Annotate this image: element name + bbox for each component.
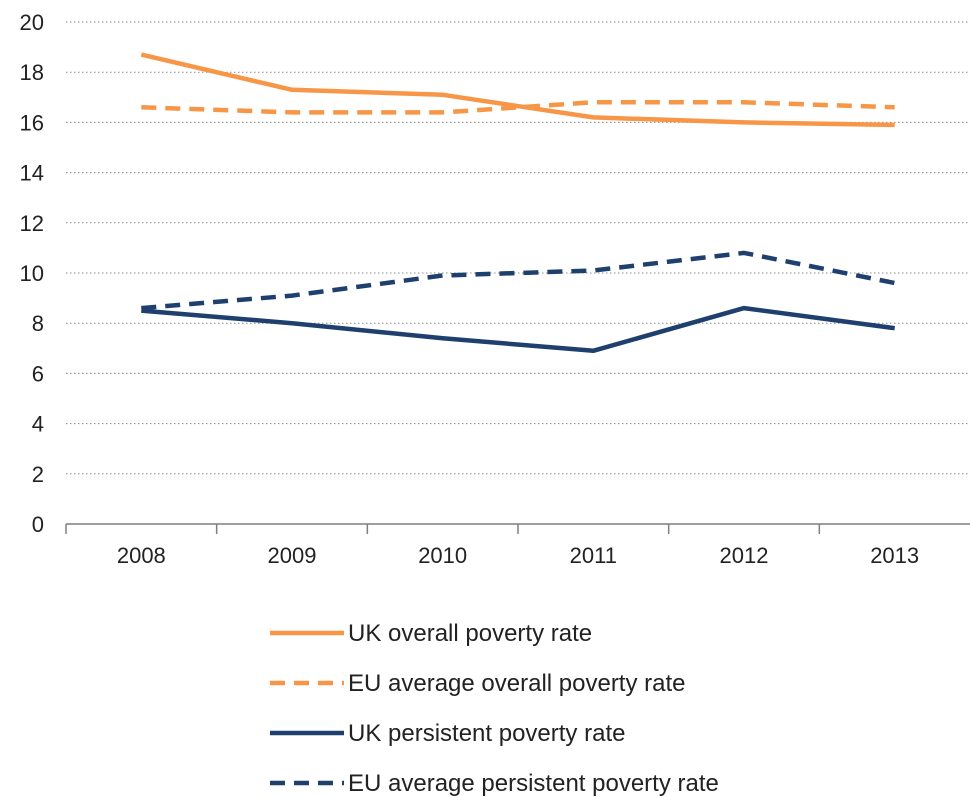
y-tick-label: 14 — [20, 161, 44, 186]
y-tick-label: 16 — [20, 110, 44, 135]
series-layer — [140, 52, 896, 354]
legend-label: UK overall poverty rate — [348, 620, 592, 647]
y-tick-label: 0 — [32, 512, 44, 537]
y-tick-label: 10 — [20, 261, 44, 286]
series-line-3 — [141, 305, 895, 354]
legend-label: EU average persistent poverty rate — [348, 770, 719, 797]
y-tick-label: 20 — [20, 10, 44, 35]
x-tick-label: 2011 — [570, 543, 617, 568]
y-tick-label: 2 — [32, 462, 44, 487]
axis-layer — [65, 523, 970, 534]
legend: UK overall poverty rate EU average overal… — [270, 620, 719, 797]
y-tick-label: 18 — [20, 60, 44, 85]
y-tick-label: 12 — [20, 211, 44, 236]
y-tick-label: 6 — [32, 361, 44, 386]
x-tick-label: 2010 — [418, 543, 467, 568]
series-line-4 — [141, 250, 896, 311]
legend-label: EU average overall poverty rate — [348, 670, 686, 697]
series-line-2 — [141, 100, 895, 115]
grid-layer — [66, 21, 970, 475]
series-line-1 — [140, 52, 895, 128]
x-tick-label: 2008 — [117, 543, 166, 568]
legend-label: UK persistent poverty rate — [348, 720, 625, 747]
x-tick-labels: 2008 2009 2010 2011 2012 2013 — [117, 543, 919, 568]
y-tick-labels: 0 2 4 6 8 10 12 14 16 18 20 — [20, 10, 44, 537]
y-tick-label: 4 — [32, 412, 44, 437]
x-tick-label: 2013 — [870, 543, 919, 568]
y-tick-label: 8 — [32, 311, 44, 336]
x-tick-label: 2009 — [268, 543, 317, 568]
x-tick-label: 2012 — [720, 543, 769, 568]
